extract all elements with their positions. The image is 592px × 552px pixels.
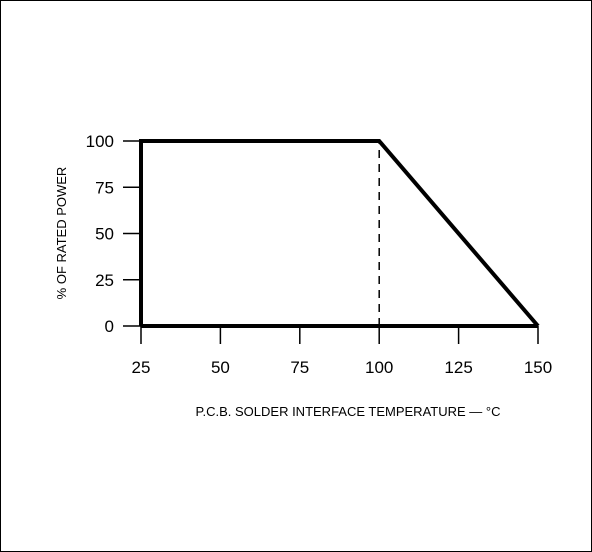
y-tick-label-50: 50 <box>95 225 114 244</box>
y-axis-title: % OF RATED POWER <box>54 167 69 300</box>
tick-labels: 0 25 50 75 100 25 50 75 100 125 150 <box>86 132 553 377</box>
y-tick-label-0: 0 <box>105 317 114 336</box>
x-axis-title: P.C.B. SOLDER INTERFACE TEMPERATURE — °C <box>196 404 501 419</box>
y-tick-label-25: 25 <box>95 271 114 290</box>
x-tick-label-75: 75 <box>290 358 309 377</box>
x-tick-label-150: 150 <box>524 358 552 377</box>
x-tick-label-50: 50 <box>211 358 230 377</box>
x-tick-label-25: 25 <box>132 358 151 377</box>
x-tick-label-125: 125 <box>444 358 472 377</box>
y-tick-label-75: 75 <box>95 178 114 197</box>
axes <box>123 140 539 344</box>
x-tick-label-100: 100 <box>365 358 393 377</box>
chart-marks <box>139 139 540 328</box>
derating-curve-0 <box>139 139 540 328</box>
y-tick-label-100: 100 <box>86 132 114 151</box>
